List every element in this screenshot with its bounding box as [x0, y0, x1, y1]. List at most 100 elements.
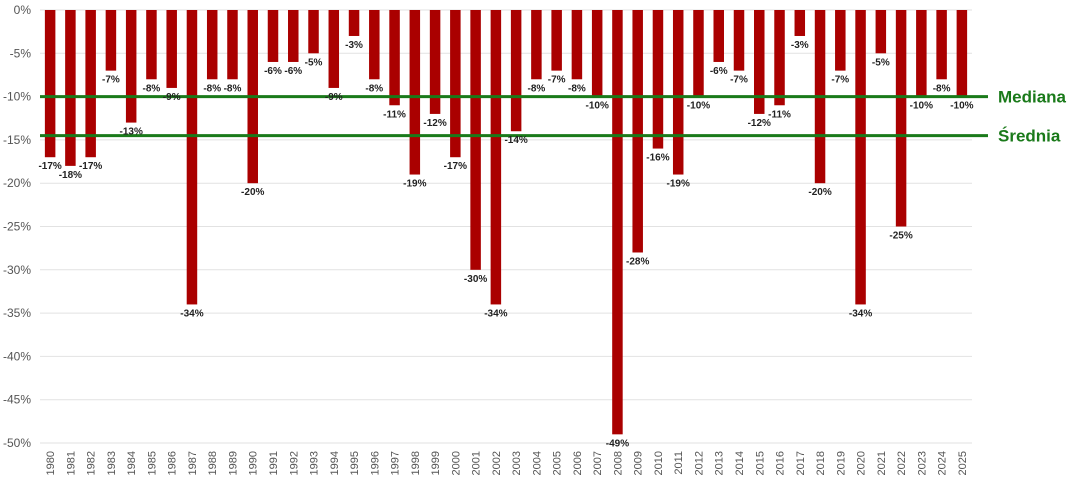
bar [774, 10, 785, 106]
data-label: -19% [403, 179, 426, 190]
x-tick-label: 2019 [835, 451, 847, 475]
x-tick-label: 2014 [734, 451, 746, 475]
data-label: -6% [284, 66, 302, 77]
x-tick-label: 2000 [450, 451, 462, 475]
data-label: -11% [768, 109, 791, 120]
data-label: -3% [791, 40, 809, 51]
bar [369, 10, 380, 80]
data-labels: -17%-18%-17%-7%-13%-8%-9%-34%-8% -8%-20%-… [38, 40, 973, 449]
data-label: -7% [730, 75, 748, 86]
x-tick-label: 2024 [937, 451, 949, 475]
x-tick-label: 2022 [896, 451, 908, 475]
data-label: -20% [808, 187, 831, 198]
x-tick-label: 1998 [410, 451, 422, 475]
x-tick-label: 2011 [673, 451, 685, 475]
y-tick-label: -15% [3, 133, 31, 147]
bar [146, 10, 157, 80]
x-tick-label: 1994 [329, 451, 341, 475]
x-tick-label: 1993 [309, 451, 321, 475]
data-label: -11% [383, 109, 406, 120]
x-tick-label: 1980 [45, 451, 57, 475]
data-label: -5% [305, 57, 323, 68]
x-tick-label: 2025 [957, 451, 969, 475]
x-tick-label: 1983 [106, 451, 118, 475]
x-axis-ticks: 1980 1981 1982 1983 1984 1985 1986 1987 1988 1989… [45, 451, 969, 475]
bar [895, 10, 907, 227]
bar [754, 10, 765, 114]
x-tick-label: 2003 [511, 451, 523, 475]
x-tick-label: 2021 [876, 451, 888, 475]
bar [125, 10, 137, 123]
bar [956, 10, 968, 97]
data-label: -9% [325, 92, 343, 103]
data-label: -12% [423, 118, 446, 129]
bar [65, 10, 76, 166]
x-tick-label: 2006 [572, 451, 584, 475]
x-tick-label: 2009 [633, 451, 645, 475]
x-tick-label: 2002 [491, 451, 503, 475]
x-tick-label: 2023 [916, 451, 928, 475]
data-label: -5% [872, 57, 890, 68]
y-tick-label: -30% [3, 263, 31, 277]
x-tick-label: 1986 [167, 451, 179, 475]
reference-line-label: Mediana [998, 88, 1067, 107]
bar [794, 10, 806, 36]
bar [206, 10, 218, 80]
x-tick-label: 1987 [187, 451, 199, 475]
bar [571, 10, 583, 80]
x-tick-label: 2020 [856, 451, 868, 475]
y-tick-label: -40% [3, 349, 31, 363]
bar [591, 10, 603, 97]
bar [308, 10, 319, 54]
data-label: -9% [163, 92, 181, 103]
x-tick-label: 2016 [775, 451, 787, 475]
x-tick-label: 1981 [65, 451, 77, 475]
bar [672, 10, 684, 175]
x-tick-label: 2013 [714, 451, 726, 475]
data-label: -34% [484, 308, 507, 319]
bar [409, 10, 421, 175]
x-tick-label: 2012 [693, 451, 705, 475]
y-axis-ticks: 0% -5% -10% -15% -20% -25% -30% -35% -40% -45% -50… [3, 3, 31, 450]
bar [733, 10, 745, 71]
bar [328, 10, 340, 88]
data-label: -12% [748, 118, 771, 129]
data-label: -10% [687, 101, 710, 112]
bar [44, 10, 56, 158]
data-label: -6% [710, 66, 728, 77]
bar [855, 10, 866, 305]
data-label: -34% [849, 308, 872, 319]
y-tick-label: -20% [3, 176, 31, 190]
x-tick-label: 1985 [146, 451, 158, 475]
bar [490, 10, 502, 305]
data-label: -10% [910, 101, 933, 112]
bar [348, 10, 360, 36]
bar [632, 10, 643, 253]
bar [531, 10, 542, 80]
x-tick-label: 2015 [754, 451, 766, 475]
data-label: -34% [180, 308, 203, 319]
bar [693, 10, 704, 97]
x-tick-label: 1990 [248, 451, 260, 475]
bar [105, 10, 117, 71]
data-label: -25% [889, 231, 912, 242]
data-label: -7% [102, 75, 120, 86]
y-tick-label: -45% [3, 393, 31, 407]
x-tick-label: 2005 [552, 451, 564, 475]
x-tick-label: 1997 [390, 451, 402, 475]
bar [835, 10, 846, 71]
data-label: -8% [568, 83, 586, 94]
bar [652, 10, 664, 149]
data-label: -13% [119, 127, 142, 138]
bar [612, 10, 623, 435]
bar [186, 10, 198, 305]
data-label: -30% [464, 274, 487, 285]
x-tick-label: 2007 [592, 451, 604, 475]
bar [429, 10, 441, 114]
data-label: -17% [79, 161, 102, 172]
bar [916, 10, 927, 97]
x-tick-label: 1995 [349, 451, 361, 475]
x-tick-label: 1991 [268, 451, 280, 475]
x-tick-label: 1999 [430, 451, 442, 475]
